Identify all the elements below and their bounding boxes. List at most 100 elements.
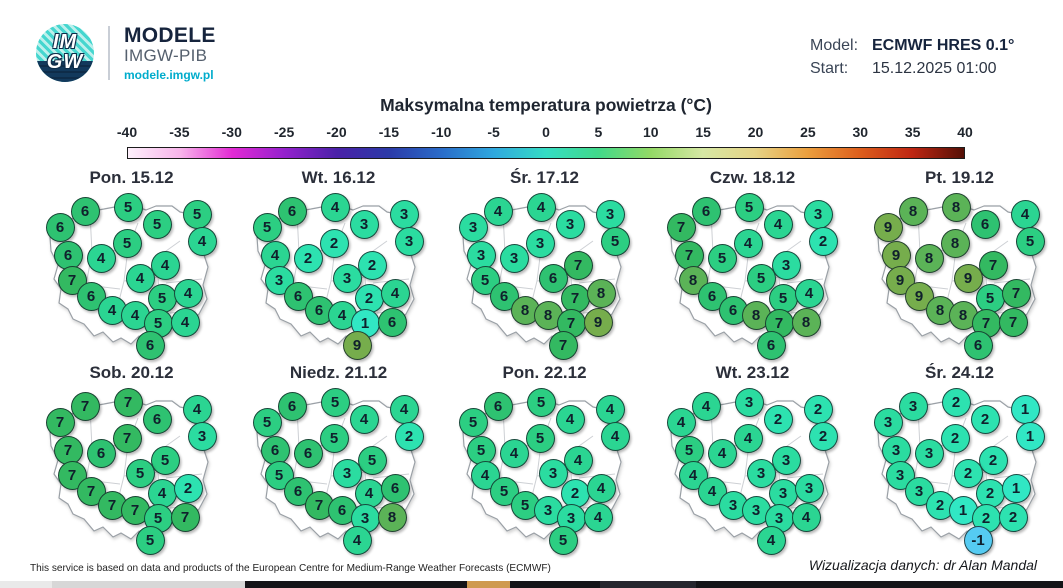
map-area: 3 2 1 3 2 1 2 3 3 2 3 2 3 2 1 2 1 2 2 -1 [848, 387, 1055, 558]
temperature-value-circle: 7 [978, 250, 1008, 280]
temperature-value-circle: 5 [526, 387, 556, 417]
temperature-value-circle: 3 [881, 435, 911, 465]
map-day-title: Niedz. 21.12 [289, 363, 388, 382]
temperature-value-circle: 5 [142, 209, 172, 239]
colorbar-tick-label: 35 [904, 124, 921, 140]
temperature-value-circle: 7 [113, 387, 143, 417]
model-label: Model: [810, 37, 859, 54]
temperature-value-circle: 6 [70, 196, 100, 226]
temperature-value-circle: 6 [377, 307, 407, 337]
temperature-value-circle: 5 [252, 212, 282, 242]
temperature-value-circle: 7 [57, 460, 87, 490]
temperature-value-circle: 3 [555, 209, 585, 239]
temperature-value-circle: 3 [349, 209, 379, 239]
temperature-value-circle: -1 [963, 525, 993, 555]
colorbar-tick-labels: -40 -35 -30 -25 -20 -15 -10 -5 0 5 10 15 20 25 30 35 40 [117, 124, 973, 142]
temperature-value-circle: 4 [595, 394, 625, 424]
temperature-value-circle: 2 [808, 226, 838, 256]
temperature-value-circle: 3 [794, 473, 824, 503]
map-day-title: Pt. 19.12 [925, 168, 994, 187]
temperature-value-circle: 6 [538, 263, 568, 293]
page-title: Maksymalna temperatura powietrza (°C) [380, 95, 712, 115]
temperature-value-circle: 6 [963, 330, 993, 360]
temperature-value-circle: 7 [45, 407, 75, 437]
map-day-title: Pon. 15.12 [89, 168, 174, 187]
strip-segment [467, 581, 510, 588]
colorbar-tick-label: 0 [542, 124, 550, 140]
temperature-value-circle: 9 [885, 265, 915, 295]
temperature-value-circle: 4 [354, 478, 384, 508]
temperature-value-circle: 4 [1010, 199, 1040, 229]
temperature-value-circle: 5 [125, 458, 155, 488]
temperature-value-circle: 3 [499, 243, 529, 273]
temperature-value-circle: 7 [666, 212, 696, 242]
temperature-value-circle: 5 [707, 243, 737, 273]
temperature-value-circle: 4 [526, 192, 556, 222]
map-day-title: Śr. 24.12 [924, 363, 994, 382]
temperature-value-circle: 7 [548, 330, 578, 360]
logo-divider [108, 26, 110, 80]
temperature-value-circle: 2 [953, 458, 983, 488]
temperature-value-circle: 2 [560, 478, 590, 508]
imgw-logo-icon: IM GW [36, 24, 94, 82]
temperature-value-circle: 4 [389, 394, 419, 424]
forecast-map-cell: Śr. 24.12 3 2 1 3 2 1 2 3 3 2 3 2 3 2 1 2 1 2 2 -1 [848, 363, 1055, 559]
temperature-value-circle: 7 [70, 391, 100, 421]
temperature-value-circle: 4 [187, 226, 217, 256]
colorbar-tick-label: 20 [747, 124, 764, 140]
logo-subtitle: IMGW-PIB [124, 46, 208, 66]
visualization-credit-text: Wizualizacja danych: dr Alan Mandal [808, 557, 1037, 573]
map-day-title: Czw. 18.12 [709, 168, 796, 187]
temperature-value-circle: 1 [1015, 421, 1045, 451]
logo-monogram-top: IM [52, 31, 78, 53]
model-info: Model: ECMWF HRES 0.1° Start: 15.12.2025… [810, 37, 1014, 83]
temperature-value-circle: 2 [808, 421, 838, 451]
temperature-value-circle: 5 [135, 525, 165, 555]
temperature-value-circle: 3 [394, 226, 424, 256]
temperature-value-circle: 9 [904, 281, 934, 311]
temperature-value-circle: 5 [734, 192, 764, 222]
temperature-value-circle: 3 [771, 250, 801, 280]
temperature-value-circle: 4 [691, 391, 721, 421]
logo-monogram-bottom: GW [46, 51, 84, 73]
temperature-value-circle: 3 [332, 263, 362, 293]
temperature-value-circle: 4 [791, 502, 821, 532]
temperature-value-circle: 4 [733, 228, 763, 258]
temperature-value-circle: 3 [914, 438, 944, 468]
temperature-value-circle: 4 [260, 240, 290, 270]
temperature-value-circle: 7 [560, 283, 590, 313]
temperature-value-circle: 5 [112, 228, 142, 258]
temperature-value-circle: 5 [746, 263, 776, 293]
temperature-value-circle: 5 [674, 435, 704, 465]
logo-url-link[interactable]: modele.imgw.pl [124, 67, 214, 82]
temperature-value-circle: 5 [182, 199, 212, 229]
map-day-title: Pon. 22.12 [502, 363, 587, 382]
logo-title: MODELE [124, 23, 216, 47]
temperature-value-circle: 5 [768, 283, 798, 313]
temperature-value-circle: 4 [182, 394, 212, 424]
temperature-value-circle: 8 [914, 243, 944, 273]
temperature-value-circle: 2 [998, 502, 1028, 532]
temperature-value-circle: 3 [538, 458, 568, 488]
map-day-title: Śr. 17.12 [509, 168, 579, 187]
temperature-value-circle: 9 [342, 330, 372, 360]
temperature-value-circle: 5 [147, 283, 177, 313]
start-row: Start: 15.12.2025 01:00 [810, 60, 1014, 78]
temperature-value-circle: 2 [970, 404, 1000, 434]
temperature-value-circle: 5 [458, 407, 488, 437]
temperature-value-circle: 7 [998, 307, 1028, 337]
temperature-value-circle: 9 [953, 263, 983, 293]
temperature-value-circle: 1 [1001, 473, 1031, 503]
temperature-value-circle: 6 [260, 435, 290, 465]
temperature-value-circle: 5 [600, 226, 630, 256]
temperature-value-circle: 2 [394, 421, 424, 451]
